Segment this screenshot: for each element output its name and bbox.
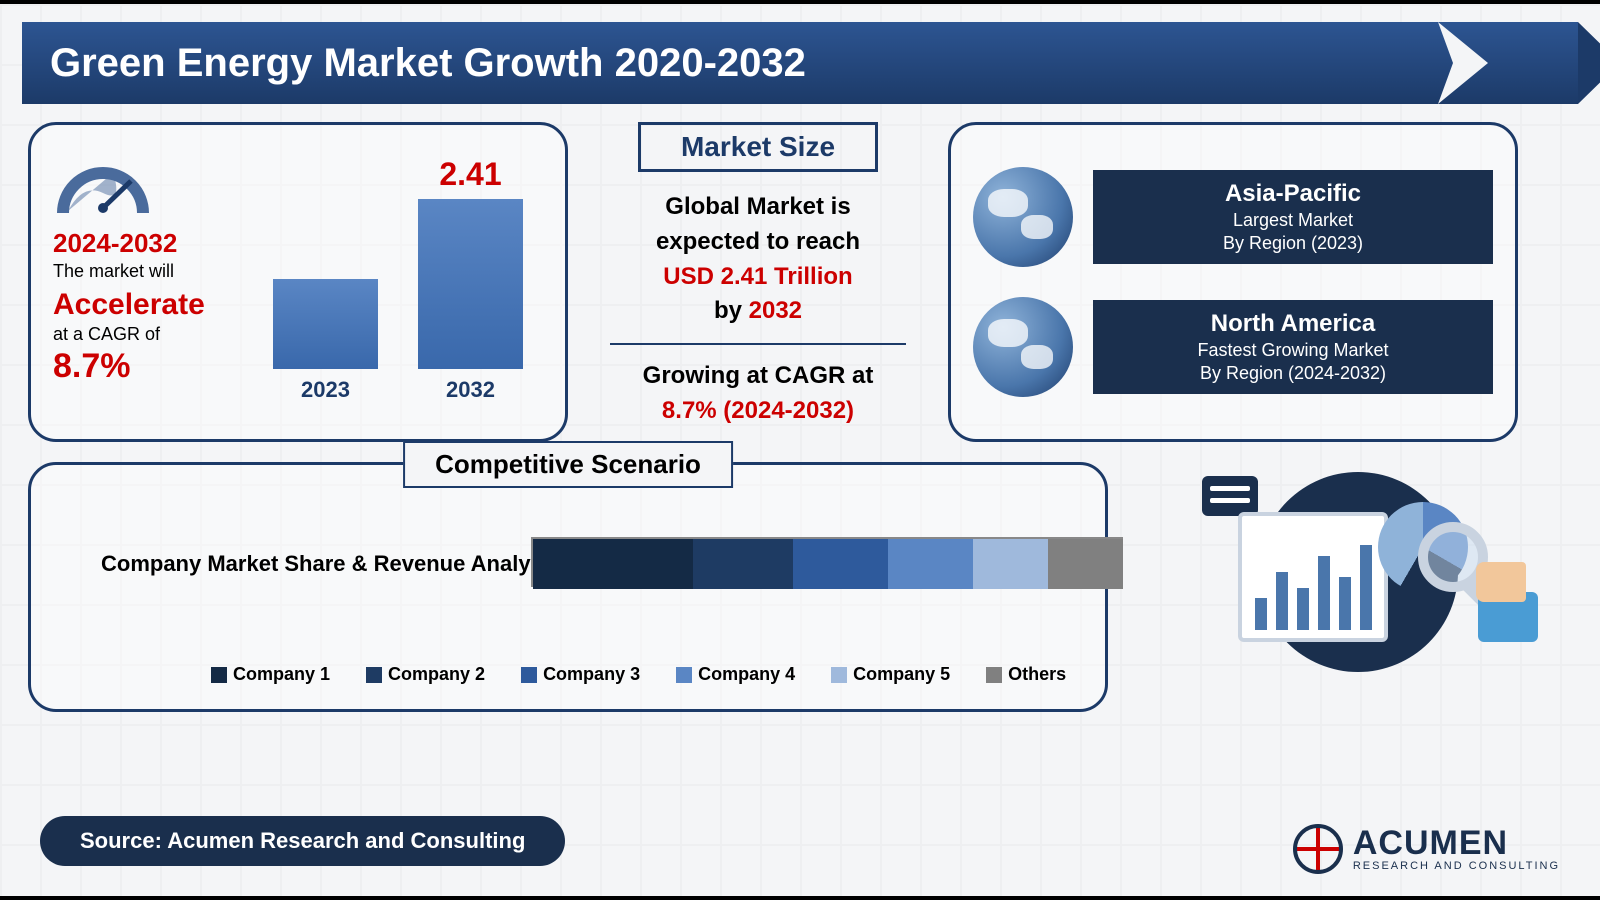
legend-label: Company 1 — [233, 664, 330, 685]
legend-item: Company 5 — [831, 664, 950, 685]
market-size-title: Market Size — [638, 122, 878, 172]
divider — [610, 343, 906, 345]
source-pill: Source: Acumen Research and Consulting — [40, 816, 565, 866]
competitive-caption: Company Market Share & Revenue Analysis — [101, 551, 561, 577]
legend-item: Company 4 — [676, 664, 795, 685]
legend-item: Company 3 — [521, 664, 640, 685]
region-name: Asia-Pacific — [1107, 180, 1479, 208]
bar-rect — [418, 199, 523, 369]
legend-swatch — [366, 667, 382, 683]
region-banner: Asia-Pacific Largest Market By Region (2… — [1093, 170, 1493, 264]
competitive-title: Competitive Scenario — [403, 441, 733, 488]
logo-tagline: RESEARCH AND CONSULTING — [1353, 860, 1560, 872]
ms-by-line: by 2032 — [598, 294, 918, 329]
ms-grow-b: 8.7% (2024-2032) — [598, 394, 918, 429]
bar-label: 2032 — [446, 377, 495, 403]
stack-segment — [693, 539, 793, 589]
market-size-body: Global Market is expected to reach USD 2… — [598, 190, 918, 429]
logo-brand: ACUMEN — [1353, 826, 1560, 860]
mini-bar-chart-icon — [1238, 512, 1388, 642]
bar-value: 2.41 — [439, 156, 501, 193]
legend-label: Company 5 — [853, 664, 950, 685]
market-size-panel: Market Size Global Market is expected to… — [588, 122, 928, 442]
legend-item: Company 1 — [211, 664, 330, 685]
ms-usd: USD 2.41 Trillion — [598, 260, 918, 295]
ms-line1: Global Market is — [598, 190, 918, 225]
speech-bubble-icon — [1202, 476, 1258, 516]
speedometer-icon — [53, 153, 153, 223]
cagr-accelerate: Accelerate — [53, 288, 253, 322]
bar-rect — [273, 279, 378, 369]
region-name: North America — [1107, 310, 1479, 338]
brand-logo: ACUMEN RESEARCH AND CONSULTING — [1293, 824, 1560, 874]
page-title: Green Energy Market Growth 2020-2032 — [22, 41, 806, 86]
title-banner: Green Energy Market Growth 2020-2032 — [22, 22, 1578, 104]
logo-text: ACUMEN RESEARCH AND CONSULTING — [1353, 826, 1560, 872]
legend: Company 1 Company 2 Company 3 Company 4 Comp… — [211, 664, 1066, 685]
cagr-line-b: at a CAGR of — [53, 324, 253, 345]
competitive-panel: Competitive Scenario Company Market Shar… — [28, 462, 1108, 712]
legend-swatch — [831, 667, 847, 683]
ms-line2: expected to reach — [598, 225, 918, 260]
cagr-panel: 2024-2032 The market will Accelerate at … — [28, 122, 568, 442]
region-sub2: By Region (2024-2032) — [1107, 363, 1479, 384]
regions-panel: Asia-Pacific Largest Market By Region (2… — [948, 122, 1518, 442]
region-banner: North America Fastest Growing Market By … — [1093, 300, 1493, 394]
legend-label: Company 4 — [698, 664, 795, 685]
legend-swatch — [521, 667, 537, 683]
ms-by-year: 2032 — [749, 297, 802, 324]
legend-label: Company 3 — [543, 664, 640, 685]
legend-swatch — [676, 667, 692, 683]
legend-swatch — [211, 667, 227, 683]
bar-2023: 2023 — [273, 273, 378, 403]
cagr-period: 2024-2032 — [53, 228, 253, 259]
banner-arrow-notch — [1438, 22, 1488, 104]
legend-label: Company 2 — [388, 664, 485, 685]
logo-globe-icon — [1293, 824, 1343, 874]
analytics-illustration — [948, 462, 1518, 712]
ms-grow-a: Growing at CAGR at — [598, 359, 918, 394]
ms-by: by — [714, 297, 749, 324]
bar-label: 2023 — [301, 377, 350, 403]
region-sub1: Largest Market — [1107, 210, 1479, 231]
globe-icon — [973, 297, 1073, 397]
region-sub1: Fastest Growing Market — [1107, 340, 1479, 361]
cagr-bar-chart: 2023 2.41 2032 — [253, 143, 543, 403]
region-sub2: By Region (2023) — [1107, 233, 1479, 254]
bar-2032: 2.41 2032 — [418, 156, 523, 403]
legend-item: Company 2 — [366, 664, 485, 685]
stack-segment — [793, 539, 888, 589]
cagr-line-a: The market will — [53, 261, 253, 282]
region-row-asia-pacific: Asia-Pacific Largest Market By Region (2… — [973, 167, 1493, 267]
cagr-rate: 8.7% — [53, 347, 253, 386]
hand-icon — [1476, 562, 1526, 602]
globe-icon — [973, 167, 1073, 267]
stack-segment — [533, 539, 693, 589]
cagr-text-block: 2024-2032 The market will Accelerate at … — [53, 143, 253, 421]
region-row-north-america: North America Fastest Growing Market By … — [973, 297, 1493, 397]
